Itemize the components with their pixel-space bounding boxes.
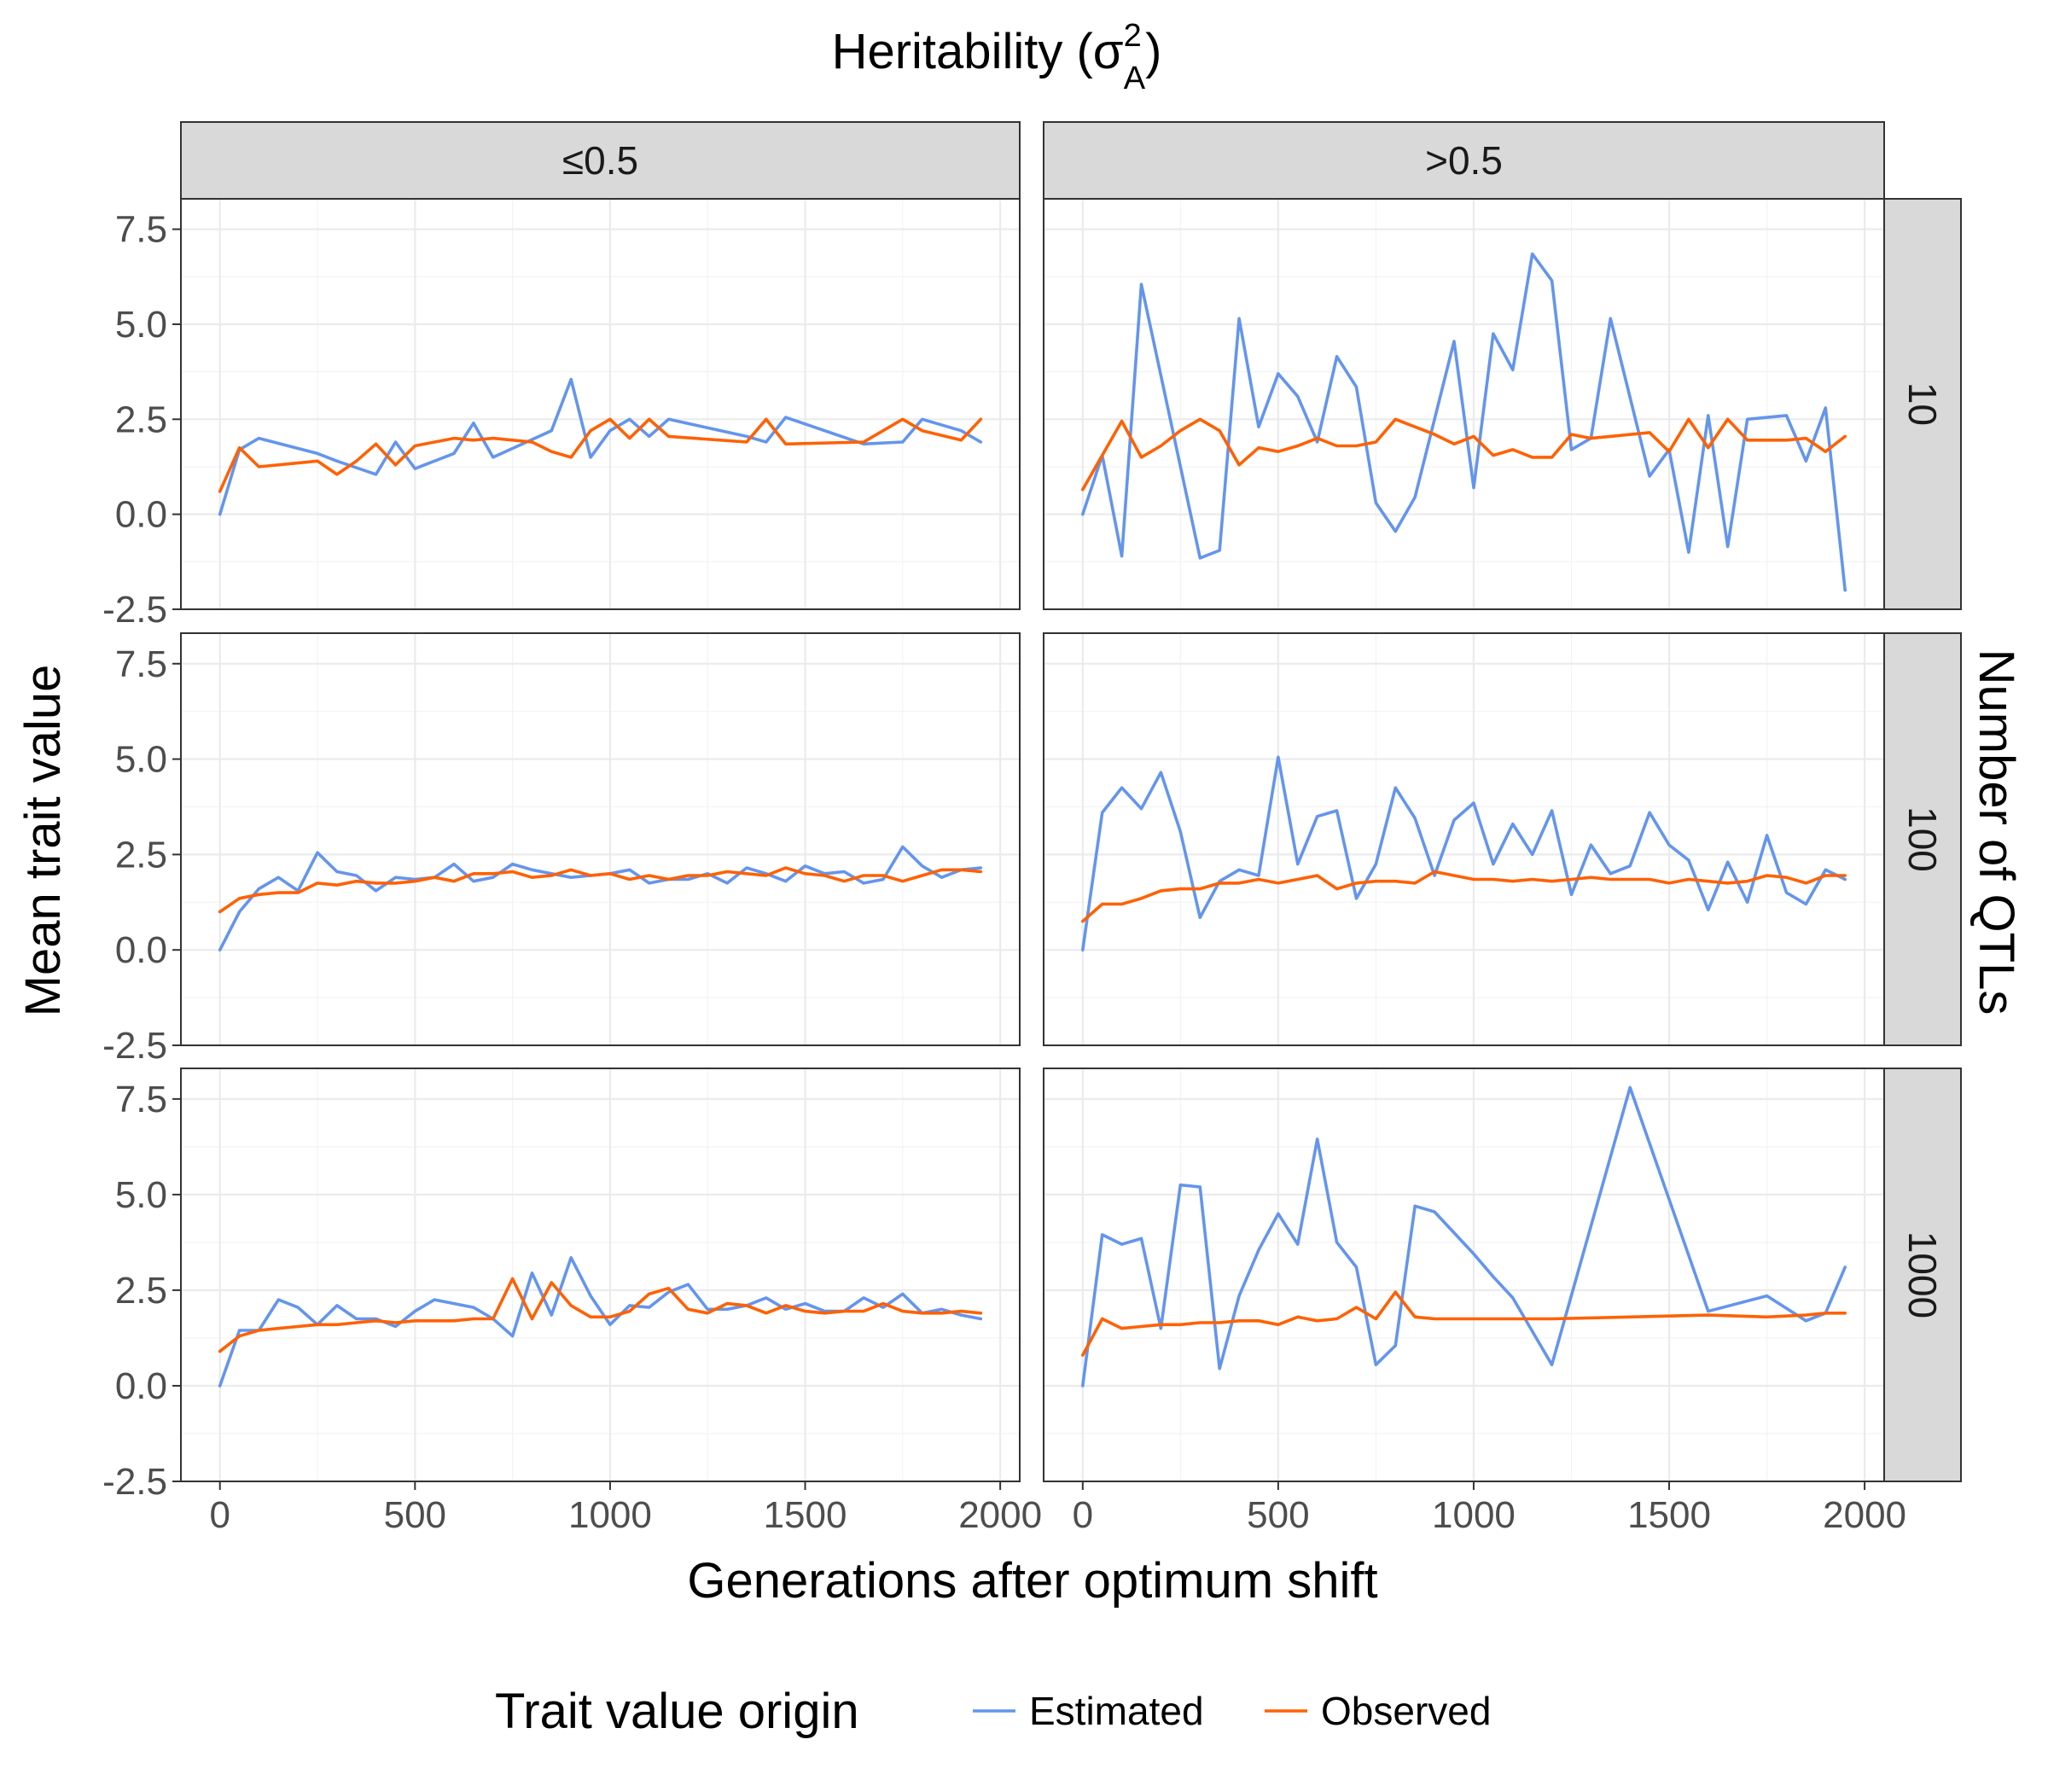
- facet-col-strip: [180, 121, 1021, 200]
- legend: Trait value origin Estimated Observed: [495, 1684, 1491, 1739]
- panel-background: [181, 199, 1020, 609]
- series-line-observed: [218, 417, 983, 493]
- panel-border: [1043, 632, 1885, 1046]
- series-line-observed: [1081, 1290, 1847, 1357]
- facet-col-strip: [1043, 121, 1885, 200]
- facet-row-label: 10: [1900, 382, 1945, 426]
- facet-panel: [1043, 198, 1885, 611]
- series-line-estimated: [1081, 252, 1847, 592]
- y-tick-label: 5.0: [115, 1174, 167, 1216]
- y-tick-label: -2.5: [102, 1025, 167, 1067]
- facet-row-label: 100: [1900, 806, 1945, 872]
- series-line-observed: [1081, 870, 1847, 923]
- x-tick-label: 500: [1247, 1494, 1309, 1536]
- y-tick-label: 0.0: [115, 929, 167, 971]
- facet-panel: 0 500 1000 1500 2000: [1043, 1068, 1906, 1536]
- legend-label-observed: Observed: [1321, 1689, 1491, 1733]
- x-tick-label: 1500: [764, 1494, 847, 1536]
- panels-layer: ≤0.5 >0.5 10 100 1000 -2.5 0.0 2.5 5.0 7.5 -2.5 0.0…: [102, 121, 1962, 1536]
- y-tick-label: 5.0: [115, 304, 167, 346]
- series-line-observed: [218, 1277, 983, 1353]
- x-tick-label: 0: [209, 1494, 230, 1536]
- chart-title: Heritability (σ2 A): [832, 18, 1162, 96]
- facet-panel: -2.5 0.0 2.5 5.0 7.5 0 500 1000 1500 2000: [102, 1068, 1042, 1536]
- x-tick-label: 1000: [1432, 1494, 1516, 1536]
- panel-border: [1043, 1068, 1885, 1482]
- y-tick-label: -2.5: [102, 1461, 167, 1503]
- y-axis-title: Mean trait value: [15, 665, 71, 1017]
- panel-border: [180, 198, 1021, 610]
- series-line-estimated: [1081, 755, 1847, 951]
- y-tick-label: 2.5: [115, 834, 167, 876]
- series-line-estimated: [218, 377, 983, 516]
- x-tick-label: 0: [1073, 1494, 1093, 1536]
- x-tick-label: 1000: [568, 1494, 652, 1536]
- legend-title: Trait value origin: [495, 1684, 859, 1739]
- x-axis-title: Generations after optimum shift: [687, 1553, 1377, 1609]
- y-tick-label: -2.5: [102, 589, 167, 631]
- facet-panel: -2.5 0.0 2.5 5.0 7.5: [102, 632, 1021, 1067]
- panel-background: [1044, 633, 1884, 1045]
- facet-row-strip: [1883, 1068, 1962, 1482]
- panel-background: [181, 633, 1020, 1045]
- series-line-estimated: [218, 1256, 983, 1388]
- panel-border: [180, 1068, 1021, 1482]
- panel-background: [181, 1068, 1020, 1481]
- x-tick-label: 2000: [1823, 1494, 1906, 1536]
- y-tick-label: 7.5: [115, 209, 167, 251]
- facet-row-strip: [1883, 198, 1962, 610]
- facet-row-strip: [1883, 632, 1962, 1046]
- panel-border: [1043, 198, 1885, 610]
- x-tick-label: 500: [384, 1494, 446, 1536]
- y-tick-label: 7.5: [115, 643, 167, 685]
- series-line-estimated: [1081, 1085, 1847, 1388]
- facet-col-label: ≤0.5: [562, 138, 638, 183]
- facet-panel: -2.5 0.0 2.5 5.0 7.5: [102, 198, 1021, 631]
- facet-col-label: >0.5: [1425, 138, 1503, 183]
- y-tick-label: 7.5: [115, 1079, 167, 1120]
- facet-row-title: Number of QTLs: [1969, 649, 2024, 1015]
- facet-row-label: 1000: [1900, 1231, 1945, 1318]
- x-tick-label: 2000: [958, 1494, 1042, 1536]
- y-tick-label: 2.5: [115, 399, 167, 440]
- chart-title-subscript: A: [1124, 61, 1146, 96]
- legend-label-estimated: Estimated: [1029, 1689, 1204, 1733]
- y-tick-label: 2.5: [115, 1270, 167, 1312]
- chart-title-close: ): [1145, 24, 1161, 79]
- y-tick-label: 5.0: [115, 739, 167, 781]
- x-tick-label: 1500: [1627, 1494, 1711, 1536]
- panel-border: [180, 632, 1021, 1046]
- chart-title-base: Heritability (σ: [832, 24, 1124, 79]
- y-tick-label: 0.0: [115, 1365, 167, 1407]
- panel-background: [1044, 1068, 1884, 1481]
- y-tick-label: 0.0: [115, 494, 167, 536]
- facet-panel: [1043, 632, 1885, 1047]
- chart-title-superscript: 2: [1124, 18, 1142, 54]
- series-line-observed: [218, 866, 983, 914]
- series-line-observed: [1081, 417, 1847, 492]
